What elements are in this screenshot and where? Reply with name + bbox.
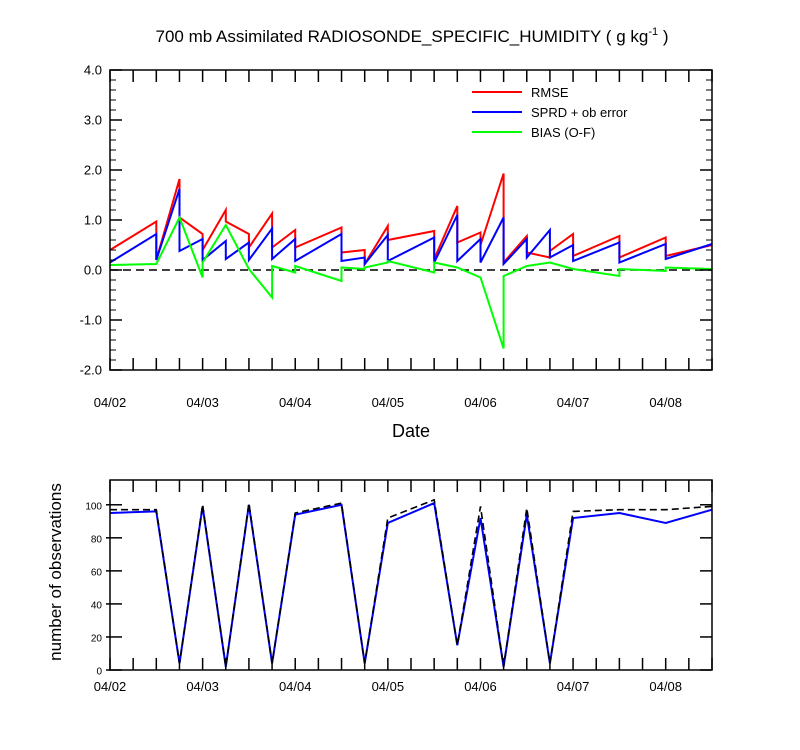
legend-label-bias-o-f: BIAS (O-F) (531, 125, 595, 140)
series-line-possible (110, 498, 713, 667)
top-ticks: 04/02 04/03 04/04 04/05 04/06 04/07 04/08 -2.0 -… (80, 63, 713, 410)
top-panel: 04/02 04/03 04/04 04/05 04/06 04/07 04/08 -2.0 -… (80, 63, 713, 441)
series-line-used (109, 501, 713, 667)
y-tick-label: 0 (96, 667, 102, 678)
x-tick-label: 04/06 (464, 679, 497, 694)
x-tick-label: 04/04 (279, 679, 312, 694)
y-tick-label: -2.0 (80, 363, 102, 378)
y-tick-label: 80 (91, 534, 103, 545)
y-tick-label: 4.0 (84, 63, 102, 78)
x-tick-label: 04/02 (94, 395, 127, 410)
x-tick-label: 04/05 (372, 679, 405, 694)
chart-title-superscript: -1 (648, 26, 658, 38)
legend: RMSE SPRD + ob error BIAS (O-F) (472, 85, 628, 140)
bottom-panel: 04/02 04/03 04/04 04/05 04/06 04/07 04/08 0 20 40… (46, 479, 713, 694)
y-tick-label: 20 (91, 633, 103, 644)
y-tick-label: 1.0 (84, 213, 102, 228)
x-tick-label: 04/08 (649, 679, 682, 694)
y-tick-label: 0.0 (84, 263, 102, 278)
chart-title: 700 mb Assimilated RADIOSONDE_SPECIFIC_H… (156, 26, 669, 46)
series-line-bias-o-f (109, 215, 713, 349)
legend-label-rmse: RMSE (531, 85, 569, 100)
x-tick-label: 04/06 (464, 395, 497, 410)
legend-label-sprd-ob-error: SPRD + ob error (531, 105, 628, 120)
series-line-rmse (109, 173, 713, 268)
y-tick-label: 60 (91, 567, 103, 578)
bottom-ticks: 04/02 04/03 04/04 04/05 04/06 04/07 04/08 0 20 40… (85, 480, 713, 694)
x-tick-label: 04/05 (372, 395, 405, 410)
x-tick-label: 04/03 (186, 679, 219, 694)
x-axis-label: Date (392, 421, 430, 441)
top-series-group (109, 173, 713, 349)
x-tick-label: 04/03 (186, 395, 219, 410)
series-line-sprd-ob-error (109, 188, 713, 267)
bottom-series-group (109, 498, 713, 667)
y-tick-label: 2.0 (84, 163, 102, 178)
y-tick-label: -1.0 (80, 313, 102, 328)
y-tick-label: 3.0 (84, 113, 102, 128)
y-tick-label: 100 (85, 501, 102, 512)
x-tick-label: 04/02 (94, 679, 127, 694)
y-axis-label: number of observations (46, 483, 65, 661)
x-tick-label: 04/08 (649, 395, 682, 410)
x-tick-label: 04/04 (279, 395, 312, 410)
y-tick-label: 40 (91, 600, 103, 611)
x-tick-label: 04/07 (557, 395, 590, 410)
chart-title-main: 700 mb Assimilated RADIOSONDE_SPECIFIC_H… (156, 27, 649, 46)
x-tick-label: 04/07 (557, 679, 590, 694)
chart-title-end: ) (658, 27, 668, 46)
